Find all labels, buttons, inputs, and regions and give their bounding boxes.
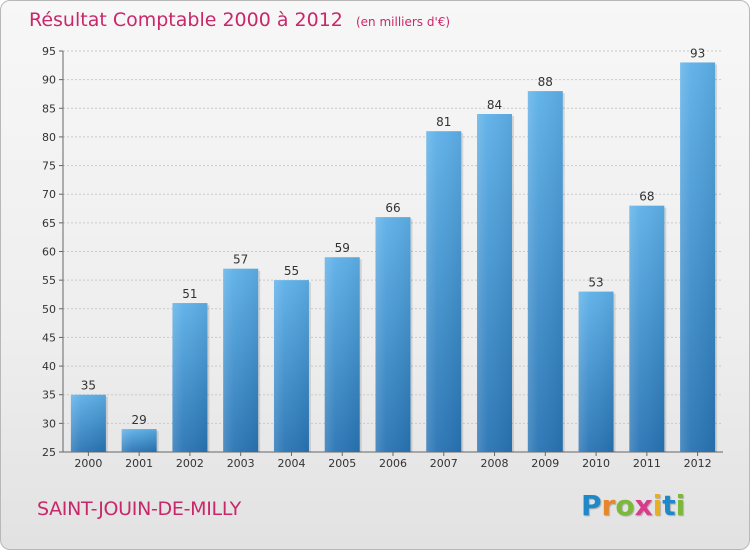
value-label: 66 xyxy=(385,201,400,215)
y-tick-label: 60 xyxy=(42,246,56,259)
value-label: 81 xyxy=(436,115,451,129)
value-label: 59 xyxy=(335,241,350,255)
y-tick-label: 75 xyxy=(42,160,56,173)
bar-shine xyxy=(375,217,411,452)
bar-shine xyxy=(680,62,716,452)
y-tick-label: 40 xyxy=(42,360,56,373)
bar-layer xyxy=(70,62,718,452)
bar-shine xyxy=(121,429,157,452)
value-label: 35 xyxy=(81,379,96,393)
x-tick-label: 2000 xyxy=(74,457,102,470)
bar-shine xyxy=(273,280,309,452)
x-tick-label: 2001 xyxy=(125,457,153,470)
chart-title-block: Résultat Comptable 2000 à 2012 (en milli… xyxy=(29,9,450,31)
bar-shine xyxy=(223,268,259,452)
bar-shine xyxy=(426,131,462,452)
x-tick-label: 2010 xyxy=(582,457,610,470)
y-tick-label: 25 xyxy=(42,446,56,459)
y-tick-label: 50 xyxy=(42,303,56,316)
y-tick-label: 90 xyxy=(42,74,56,87)
x-tick-label: 2003 xyxy=(227,457,255,470)
value-label: 51 xyxy=(182,287,197,301)
logo-letter: i xyxy=(675,489,686,522)
bar-shine xyxy=(324,257,360,452)
x-tick-label: 2004 xyxy=(277,457,305,470)
commune-name: SAINT-JOUIN-DE-MILLY xyxy=(37,498,241,520)
y-tick-label: 30 xyxy=(42,417,56,430)
y-tick-label: 45 xyxy=(42,331,56,344)
x-tick-label: 2006 xyxy=(379,457,407,470)
value-label: 84 xyxy=(487,98,502,112)
value-label: 53 xyxy=(588,276,603,290)
bar-shine xyxy=(172,303,208,452)
y-tick-label: 85 xyxy=(42,102,56,115)
bar-shine xyxy=(70,394,106,452)
x-tick-label: 2005 xyxy=(328,457,356,470)
x-tick-label: 2007 xyxy=(430,457,458,470)
x-tick-label: 2008 xyxy=(481,457,509,470)
x-tick-label: 2002 xyxy=(176,457,204,470)
logo-letter: r xyxy=(601,489,616,522)
x-tick-label: 2011 xyxy=(633,457,661,470)
value-label: 93 xyxy=(690,46,705,60)
value-label: 57 xyxy=(233,253,248,267)
y-tick-label: 35 xyxy=(42,389,56,402)
chart-title: Résultat Comptable 2000 à 2012 xyxy=(29,9,343,31)
logo-letter: x xyxy=(634,489,653,522)
logo-letter: o xyxy=(615,489,635,522)
y-tick-label: 70 xyxy=(42,188,56,201)
bar-shine xyxy=(578,291,614,452)
y-tick-label: 55 xyxy=(42,274,56,287)
x-tick-label: 2009 xyxy=(531,457,559,470)
logo-letter: i xyxy=(652,489,663,522)
bar-shine xyxy=(527,91,563,452)
y-tick-label: 95 xyxy=(42,45,56,58)
logo-letter: t xyxy=(662,489,676,522)
proxiti-logo: Proxiti xyxy=(581,489,685,522)
x-tick-label: 2012 xyxy=(684,457,712,470)
label-layer: 25 30 35 40 45 50 55 60 65 70 75 80 85 90 95 35 2000 29 20… xyxy=(42,45,712,470)
value-label: 55 xyxy=(284,264,299,278)
value-label: 29 xyxy=(132,413,147,427)
y-tick-label: 80 xyxy=(42,131,56,144)
y-tick-label: 65 xyxy=(42,217,56,230)
unit-label: (en milliers d'€) xyxy=(355,15,451,29)
bar-shine xyxy=(629,205,665,452)
value-label: 88 xyxy=(538,75,553,89)
logo-letter: P xyxy=(581,489,602,522)
bar-shine xyxy=(477,114,513,452)
value-label: 68 xyxy=(639,190,654,204)
